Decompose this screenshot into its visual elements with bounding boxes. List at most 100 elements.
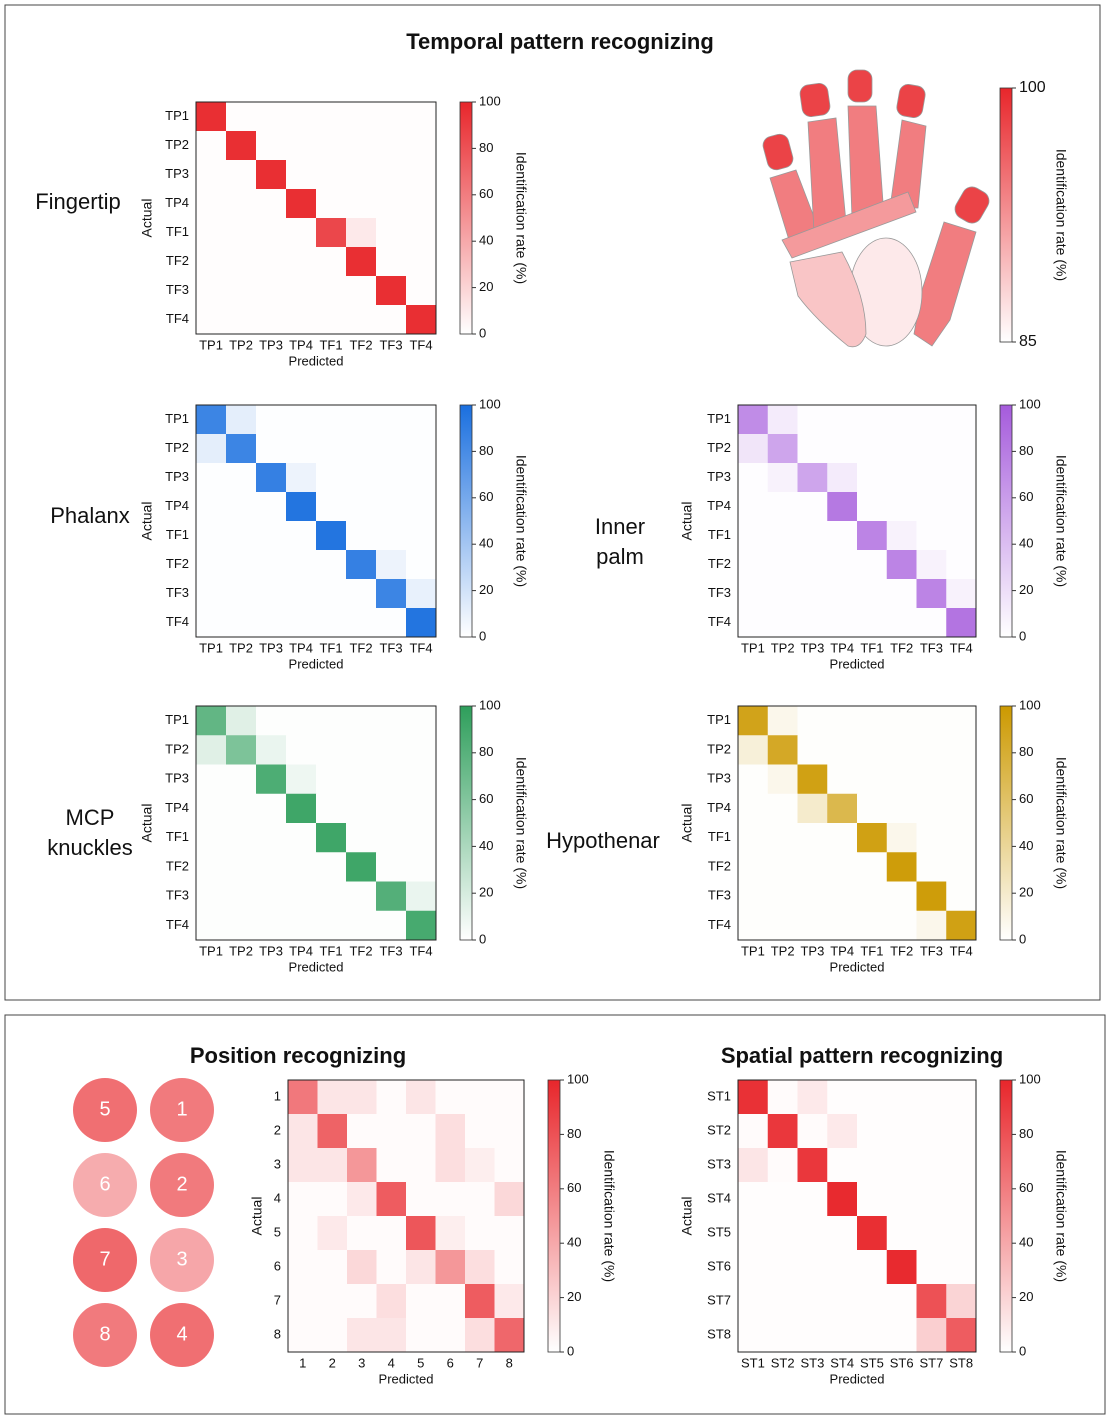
cell xyxy=(946,608,976,637)
cell xyxy=(857,1318,887,1352)
cell xyxy=(768,579,798,608)
cell xyxy=(738,1182,768,1216)
cell xyxy=(738,1216,768,1250)
cell xyxy=(917,405,947,434)
cell xyxy=(406,1182,436,1216)
x-tick-label: 4 xyxy=(388,1355,395,1370)
cell xyxy=(738,1114,768,1148)
y-axis-label: Actual xyxy=(139,199,155,238)
cell xyxy=(495,1318,525,1352)
cell xyxy=(286,911,316,941)
cell xyxy=(316,492,346,521)
x-tick-label: ST4 xyxy=(830,1355,854,1370)
cell xyxy=(738,765,768,795)
cell xyxy=(406,434,436,463)
cell xyxy=(798,852,828,882)
cell xyxy=(738,706,768,736)
cell xyxy=(286,463,316,492)
cell xyxy=(917,735,947,765)
cell xyxy=(946,1080,976,1114)
cell xyxy=(286,434,316,463)
colorbar-tick-label: 0 xyxy=(479,931,486,946)
cell xyxy=(946,492,976,521)
x-axis-label: Predicted xyxy=(830,656,885,671)
colorbar-tick-label: 100 xyxy=(1019,697,1041,712)
x-tick-label: ST6 xyxy=(890,1355,914,1370)
cell xyxy=(226,550,256,579)
cell xyxy=(827,405,857,434)
x-tick-label: TP3 xyxy=(800,943,824,958)
colorbar-tick-label: 0 xyxy=(1019,628,1026,643)
cell xyxy=(346,911,376,941)
cell xyxy=(738,1250,768,1284)
cell xyxy=(887,608,917,637)
cell xyxy=(495,1148,525,1182)
cell xyxy=(346,160,376,189)
cell xyxy=(857,882,887,912)
colorbar-tick-label: 20 xyxy=(1019,1289,1033,1304)
cell xyxy=(376,131,406,160)
heading: Temporal pattern recognizing xyxy=(406,29,714,54)
cell xyxy=(917,1148,947,1182)
cell xyxy=(406,405,436,434)
x-tick-label: ST5 xyxy=(860,1355,884,1370)
cell xyxy=(377,1148,407,1182)
cell xyxy=(887,1148,917,1182)
cell xyxy=(316,706,346,736)
cell xyxy=(946,405,976,434)
y-tick-label: TF3 xyxy=(708,888,731,903)
cell xyxy=(827,794,857,824)
cell xyxy=(827,1250,857,1284)
cell xyxy=(377,1216,407,1250)
cell xyxy=(827,492,857,521)
x-tick-label: TP4 xyxy=(830,640,854,655)
cell xyxy=(768,706,798,736)
y-tick-label: TP2 xyxy=(165,440,189,455)
colorbar xyxy=(1000,88,1012,342)
colorbar-tick-label: 20 xyxy=(567,1289,581,1304)
y-tick-label: TF2 xyxy=(708,858,731,873)
cell xyxy=(857,1114,887,1148)
cell xyxy=(347,1318,377,1352)
cell xyxy=(857,1284,887,1318)
cell xyxy=(738,1318,768,1352)
cell xyxy=(436,1318,466,1352)
cell xyxy=(768,823,798,853)
cell xyxy=(827,434,857,463)
cell xyxy=(798,911,828,941)
cell xyxy=(316,305,346,334)
cell xyxy=(768,882,798,912)
y-tick-label: TF2 xyxy=(166,253,189,268)
x-tick-label: TP2 xyxy=(229,943,253,958)
cell xyxy=(286,102,316,131)
colorbar-label: Identification rate (%) xyxy=(1053,149,1069,281)
cell xyxy=(346,823,376,853)
cell xyxy=(256,911,286,941)
cell xyxy=(346,852,376,882)
y-tick-label: TP4 xyxy=(707,800,731,815)
cell xyxy=(376,102,406,131)
cell xyxy=(347,1284,377,1318)
cell xyxy=(406,911,436,941)
hand-region xyxy=(951,183,992,226)
cell xyxy=(196,765,226,795)
x-tick-label: TP3 xyxy=(800,640,824,655)
x-axis-label: Predicted xyxy=(289,656,344,671)
x-tick-label: TP3 xyxy=(259,640,283,655)
colorbar xyxy=(460,102,472,334)
cell xyxy=(436,1182,466,1216)
y-tick-label: TP2 xyxy=(707,741,731,756)
cell xyxy=(465,1114,495,1148)
cell xyxy=(256,102,286,131)
x-tick-label: TF2 xyxy=(349,640,372,655)
x-tick-label: TF1 xyxy=(319,337,342,352)
colorbar-tick-label: 40 xyxy=(479,536,493,551)
colorbar-tick-label: 100 xyxy=(479,697,501,712)
cell xyxy=(196,276,226,305)
cell xyxy=(738,911,768,941)
cell xyxy=(946,1216,976,1250)
cell xyxy=(917,463,947,492)
cell xyxy=(376,247,406,276)
cell xyxy=(286,521,316,550)
cell xyxy=(946,579,976,608)
